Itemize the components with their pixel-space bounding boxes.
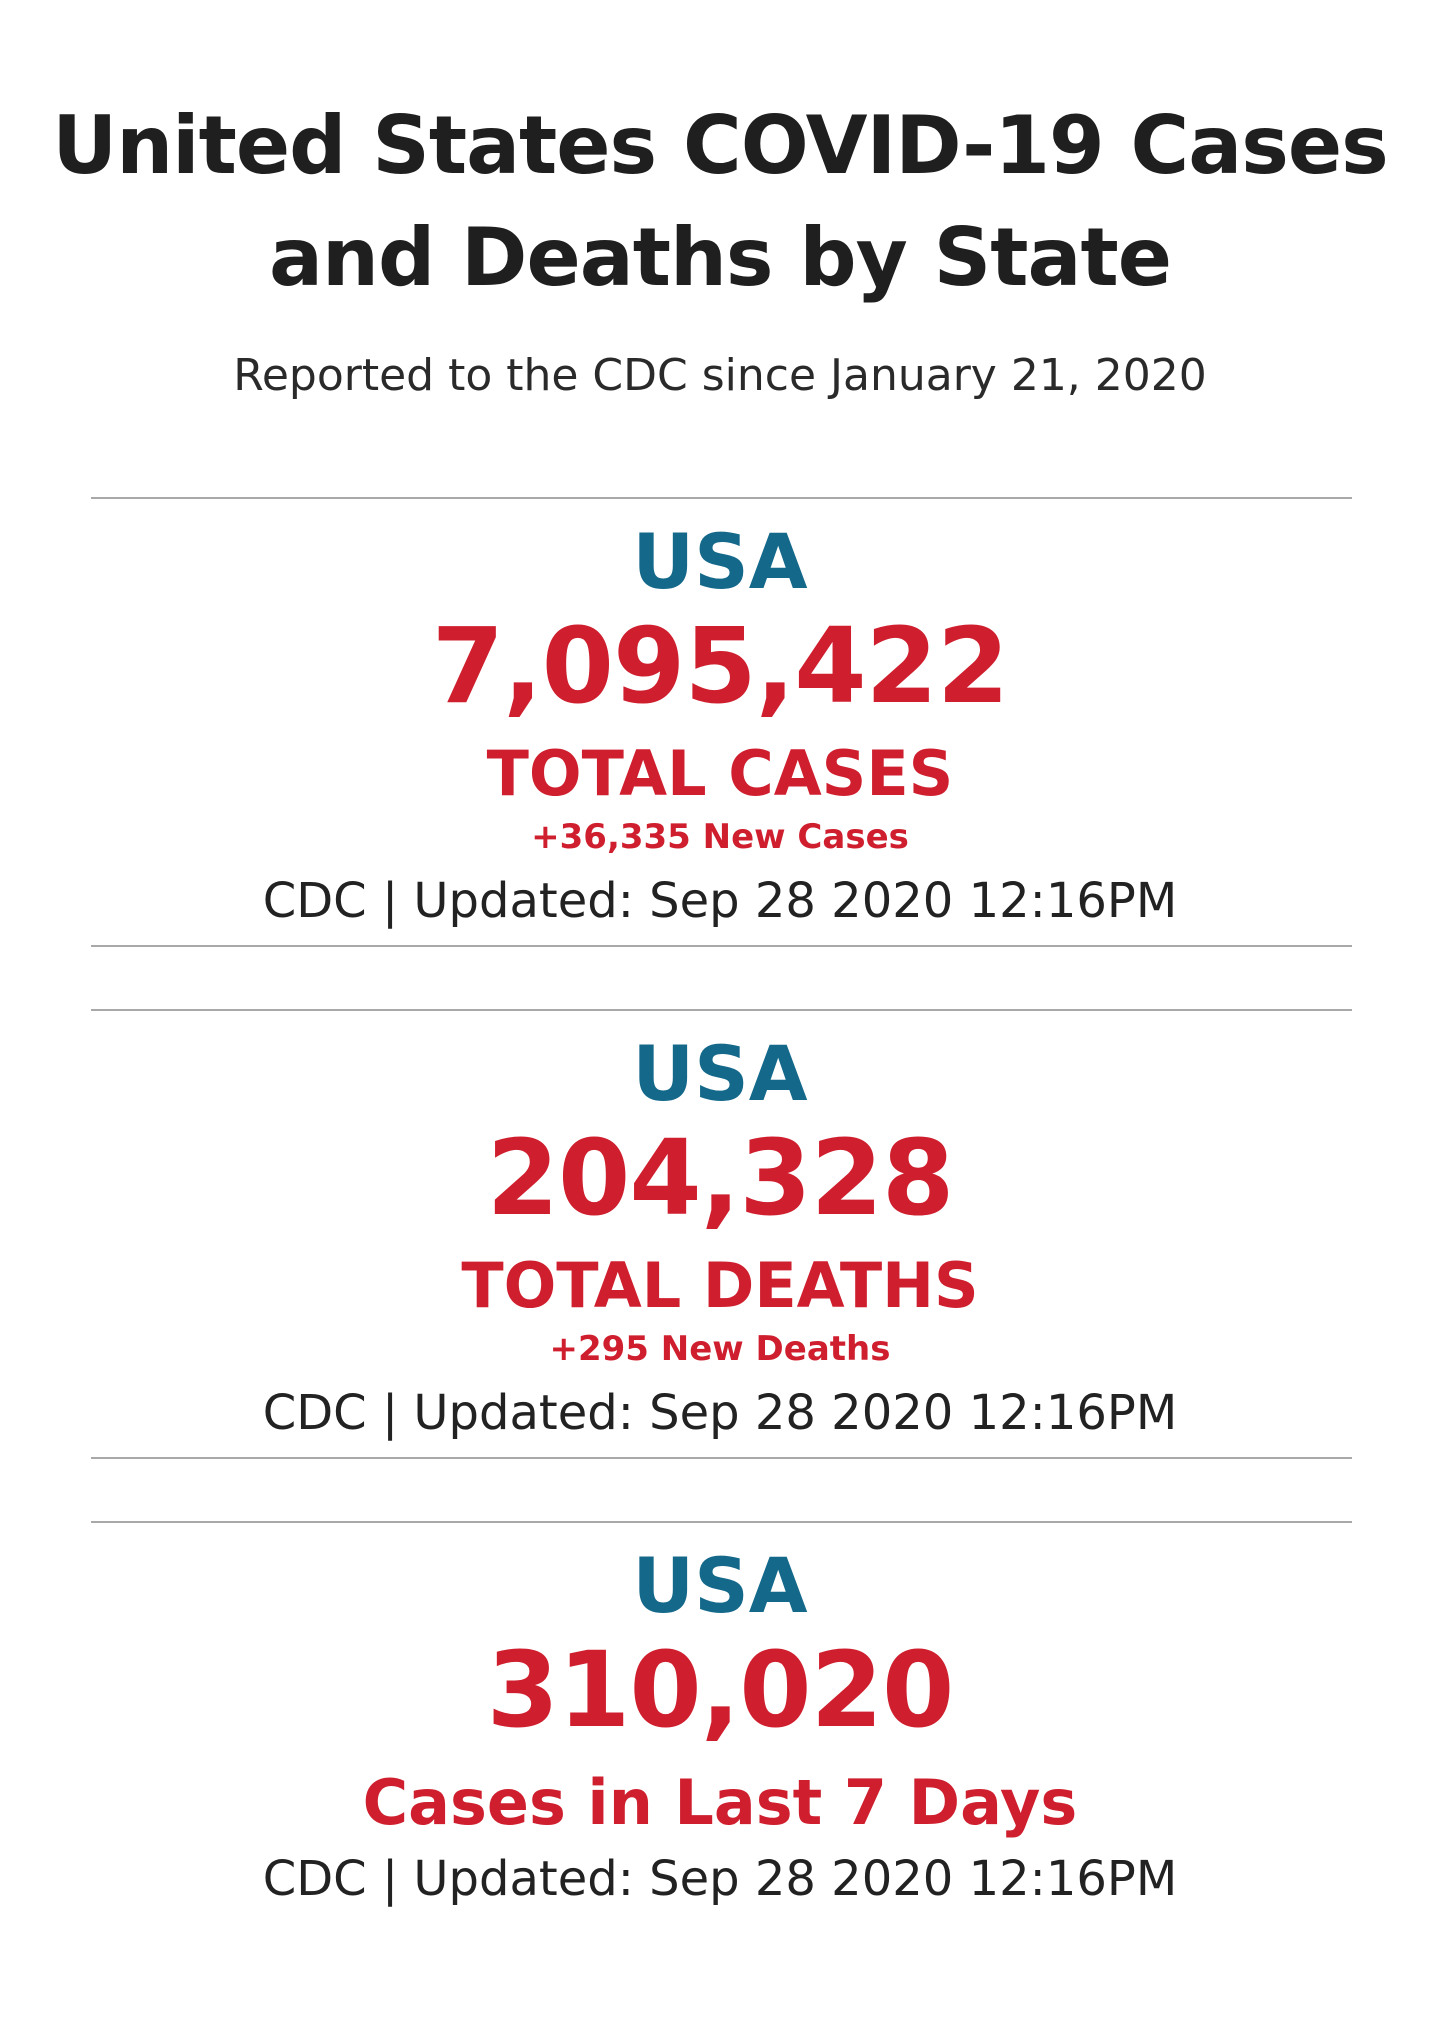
divider bbox=[91, 497, 1352, 499]
region-label: USA bbox=[632, 1541, 808, 1630]
divider bbox=[91, 945, 1352, 947]
page-title-line-1: United States COVID-19 Cases bbox=[52, 99, 1388, 192]
page-title-line-2: and Deaths by State bbox=[269, 211, 1172, 304]
divider bbox=[91, 1009, 1352, 1011]
total-cases-value: 7,095,422 bbox=[431, 605, 1010, 727]
cases-7-days-label: Cases in Last 7 Days bbox=[362, 1766, 1078, 1839]
page-subtitle: Reported to the CDC since January 21, 20… bbox=[233, 350, 1207, 401]
cases-7-days-value: 310,020 bbox=[486, 1629, 955, 1751]
total-cases-label: TOTAL CASES bbox=[486, 737, 954, 810]
updated-text: CDC | Updated: Sep 28 2020 12:16PM bbox=[262, 1851, 1178, 1907]
total-deaths-label: TOTAL DEATHS bbox=[461, 1249, 979, 1322]
total-cases-card: USA 7,095,422 TOTAL CASES +36,335 New Ca… bbox=[0, 497, 1440, 1009]
total-deaths-value: 204,328 bbox=[486, 1117, 955, 1239]
new-cases-text: +36,335 New Cases bbox=[531, 817, 909, 857]
region-label: USA bbox=[632, 1029, 808, 1118]
updated-text: CDC | Updated: Sep 28 2020 12:16PM bbox=[262, 873, 1178, 929]
total-deaths-card: USA 204,328 TOTAL DEATHS +295 New Deaths… bbox=[0, 1009, 1440, 1521]
updated-text: CDC | Updated: Sep 28 2020 12:16PM bbox=[262, 1385, 1178, 1441]
new-deaths-text: +295 New Deaths bbox=[549, 1329, 891, 1369]
divider bbox=[91, 1457, 1352, 1459]
region-label: USA bbox=[632, 517, 808, 606]
divider bbox=[91, 1521, 1352, 1523]
cases-last-7-days-card: USA 310,020 Cases in Last 7 Days CDC | U… bbox=[0, 1521, 1440, 2033]
